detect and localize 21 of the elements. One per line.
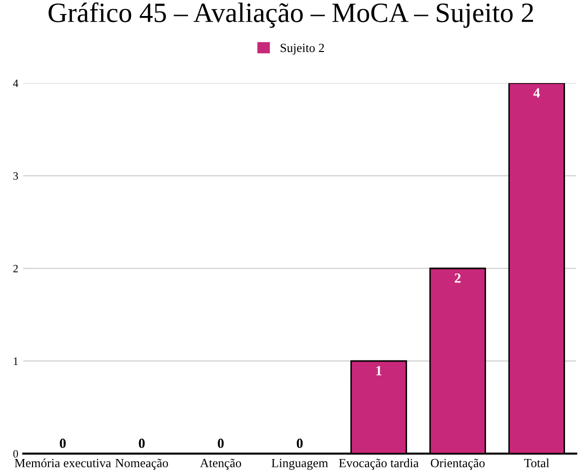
data-label: 0: [138, 438, 145, 448]
data-label: 0: [296, 438, 303, 448]
y-tick-label: 0: [13, 450, 18, 458]
data-label: 0: [218, 438, 224, 448]
x-tick-label: Nomeação: [115, 458, 168, 470]
legend-label: Sujeito 2: [280, 44, 324, 55]
x-tick-label: Orientação: [430, 458, 485, 470]
chart-title: Gráfico 45 – Avaliação – MoCA – Sujeito 2: [48, 2, 534, 28]
x-tick-label: Total: [524, 458, 550, 468]
data-label: 0: [60, 438, 66, 448]
data-label: 2: [454, 273, 461, 283]
y-tick-label: 3: [13, 172, 18, 180]
x-tick-label: Atenção: [200, 458, 242, 470]
data-label: 1: [376, 366, 382, 376]
data-label: 4: [533, 88, 540, 98]
y-tick-label: 1: [14, 358, 18, 365]
y-tick-label: 4: [13, 80, 18, 87]
x-tick-label: Memória executiva: [14, 458, 112, 468]
y-tick-label: 2: [13, 264, 18, 272]
x-tick-label: Linguagem: [272, 458, 328, 470]
x-tick-label: Evocação tardia: [338, 458, 419, 470]
